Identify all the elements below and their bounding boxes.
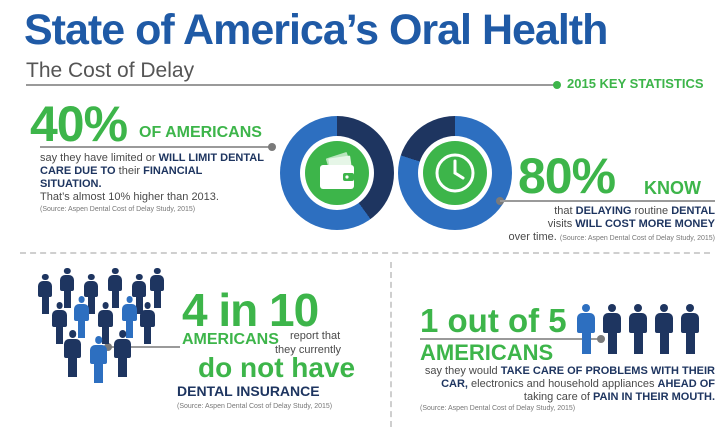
person-icon xyxy=(64,330,82,378)
person-icon xyxy=(52,302,68,345)
donut-inner xyxy=(300,136,374,210)
stat4-text-bold: PAIN IN THEIR MOUTH. xyxy=(592,391,715,403)
stat1-leader-line xyxy=(40,146,272,148)
person-icon xyxy=(108,268,123,308)
section-divider-horizontal xyxy=(20,252,710,254)
stat2-text-bold: DENTAL xyxy=(671,205,715,217)
wallet-icon xyxy=(305,141,369,205)
stat4-leader-dot xyxy=(597,335,605,343)
key-stats-label: 2015 KEY STATISTICS xyxy=(567,76,704,91)
person-icon xyxy=(681,304,699,354)
stat4-text-part: taking care of xyxy=(523,391,593,403)
stat2-source: (Source: Aspen Dental Cost of Delay Stud… xyxy=(559,235,715,242)
stat2-text-part: over time. xyxy=(508,231,557,243)
person-icon xyxy=(577,304,595,354)
stat2-percent: 80% xyxy=(518,148,616,204)
stat4-ratio: 1 out of 5 xyxy=(420,302,567,339)
stat1-text-bold: FINANCIAL SITUATION. xyxy=(40,165,203,190)
stat3-source: (Source: Aspen Dental Cost of Delay Stud… xyxy=(177,403,333,410)
person-icon xyxy=(38,274,53,314)
stat3-text-line1: report that xyxy=(290,330,341,342)
donut-inner xyxy=(418,136,492,210)
stat1-donut xyxy=(280,116,394,230)
stat2-leader-line xyxy=(500,200,715,202)
person-icon xyxy=(655,304,673,354)
stat2-text-part: visits xyxy=(547,218,576,230)
stat1-text-part: say they have limited or xyxy=(40,152,159,164)
stat2-text-bold: DELAYING xyxy=(575,205,632,217)
person-icon xyxy=(90,336,108,384)
page-title: State of America’s Oral Health xyxy=(24,6,608,54)
stat1-leader-dot xyxy=(268,143,276,151)
section-divider-vertical xyxy=(390,262,392,427)
stat2-donut xyxy=(398,116,512,230)
person-icon xyxy=(132,274,147,314)
stat1-label: OF AMERICANS xyxy=(139,124,262,141)
person-icon xyxy=(140,302,156,345)
stat4-description: say they would TAKE CARE OF PROBLEMS WIT… xyxy=(420,365,715,404)
person-icon xyxy=(603,304,621,354)
clock-icon xyxy=(423,141,487,205)
stat1-text-bold: WILL LIMIT DENTAL CARE DUE TO xyxy=(40,152,264,177)
person-icon xyxy=(122,296,138,339)
stat3-insurance-label: DENTAL INSURANCE xyxy=(177,383,320,399)
person-icon xyxy=(84,274,99,314)
stat1-description: say they have limited or WILL LIMIT DENT… xyxy=(40,152,265,204)
stat4-text-part: say they would xyxy=(424,365,501,377)
person-icon xyxy=(60,268,75,308)
stat3-leader-dot xyxy=(104,343,112,351)
stat4-text-bold: TAKE CARE OF PROBLEMS WITH THEIR CAR, xyxy=(441,365,715,390)
stat4-text-bold: AHEAD OF xyxy=(657,378,715,390)
stat2-label: KNOW xyxy=(644,178,701,198)
stat2-text-part: that xyxy=(554,205,576,217)
stat4-leader-line xyxy=(420,338,600,340)
stat3-leader-line xyxy=(108,346,180,348)
stat3-emphasis: do not have xyxy=(198,352,356,383)
stat4-label: AMERICANS xyxy=(420,340,554,365)
stat1-percent: 40% xyxy=(30,96,128,152)
header-divider-dot xyxy=(553,81,561,89)
stat1-source: (Source: Aspen Dental Cost of Delay Stud… xyxy=(40,206,196,213)
stat4-text-part: electronics and household appliances xyxy=(467,378,658,390)
stat1-text-part: their xyxy=(115,165,144,177)
stat1-text-part: That’s almost 10% higher than 2013. xyxy=(40,191,219,203)
person-icon xyxy=(114,330,132,378)
person-icon xyxy=(150,268,165,308)
stat2-text-bold: WILL COST MORE MONEY xyxy=(575,218,715,230)
person-icon xyxy=(98,302,114,345)
stat4-source: (Source: Aspen Dental Cost of Delay Stud… xyxy=(420,405,576,412)
header-divider xyxy=(26,84,556,86)
page-subtitle: The Cost of Delay xyxy=(26,59,195,82)
person-icon xyxy=(74,296,90,339)
stat3-ratio: 4 in 10 xyxy=(182,284,319,336)
stat2-description: that DELAYING routine DENTAL visits WILL… xyxy=(500,205,715,245)
person-icon xyxy=(629,304,647,354)
stat3-label: AMERICANS xyxy=(182,331,279,348)
stat3-text-line2: they currently xyxy=(275,344,342,356)
stat2-text-part: routine xyxy=(631,205,672,217)
